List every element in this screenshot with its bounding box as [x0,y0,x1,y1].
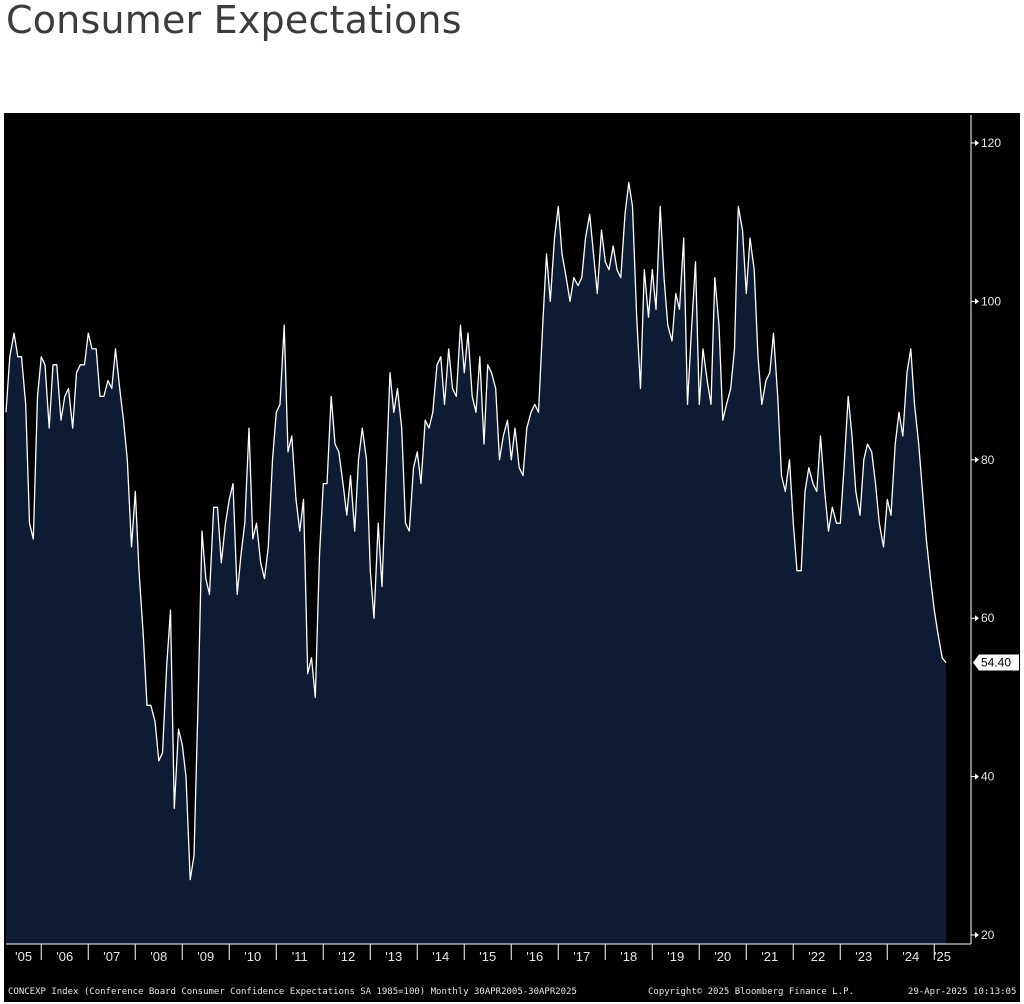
y-tick-label: 100 [981,294,1001,308]
y-tick-label: 40 [981,770,995,784]
x-tick-label: '16 [526,949,543,964]
x-tick-label: '11 [292,949,308,964]
last-value-label: 54.40 [981,656,1011,670]
x-tick-label: '17 [573,949,590,964]
x-tick-label: '23 [855,949,872,964]
x-tick-label: '05 [15,949,32,964]
series-line [5,181,947,881]
x-tick-label: '10 [244,949,261,964]
x-tick-label: '20 [714,949,731,964]
area-fill [6,182,946,945]
x-tick-label: '08 [150,949,167,964]
x-tick-label: '18 [620,949,637,964]
x-tick-label: '14 [432,949,449,964]
page-title: Consumer Expectations [6,0,462,42]
footer-copyright: Copyright© 2025 Bloomberg Finance L.P. [648,987,854,997]
chart-svg: 20 40 60 80 100 120 54.40 '05 '06 '07 '08 '09 '10 '11… [5,115,1019,964]
y-tick-label: 120 [981,136,1001,150]
x-tick-label: '12 [338,949,355,964]
x-tick-label: '21 [761,949,778,964]
x-tick-label: '22 [808,949,825,964]
x-tick-label: '25 [934,949,951,964]
footer-timestamp: 29-Apr-2025 10:13:05 [908,987,1017,997]
y-tick-arrow [975,932,979,938]
y-tick-arrow [975,298,979,305]
footer-description: CONCEXP Index (Conference Board Consumer… [8,987,577,997]
x-tick-label: '13 [385,949,402,964]
y-tick-label: 20 [981,928,995,942]
y-tick-arrow [975,773,979,780]
y-tick-label: 60 [981,611,995,625]
x-tick-label: '24 [902,949,919,964]
y-tick-arrow [975,456,979,463]
last-value-box [973,654,1019,671]
x-tick-label: '09 [197,949,214,964]
x-tick-label: '19 [667,949,684,964]
chart-panel: 20 40 60 80 100 120 54.40 '05 '06 '07 '08 '09 '10 '11… [4,113,1020,1002]
y-tick-arrow [975,615,979,622]
y-tick-arrow [975,140,979,146]
y-tick-label: 80 [981,453,995,467]
x-tick-label: '15 [479,949,496,964]
x-tick-label: '07 [103,949,120,964]
x-tick-label: '06 [56,949,73,964]
